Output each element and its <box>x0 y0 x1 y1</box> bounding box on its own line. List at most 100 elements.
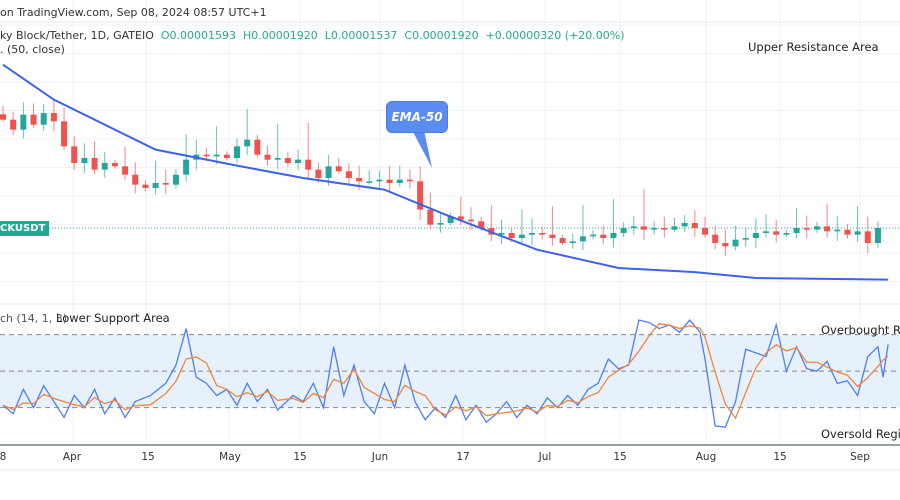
candle-body <box>844 229 851 235</box>
candle-body <box>569 241 576 243</box>
stoch-d-line <box>2 322 889 420</box>
candle-body <box>386 179 393 183</box>
x-tick-label: 15 <box>613 451 627 463</box>
lower-support-label: Lower Support Area <box>56 311 170 325</box>
candle-body <box>356 178 363 182</box>
candle-body <box>183 159 190 175</box>
candle-body <box>91 158 98 170</box>
candle-body <box>172 174 179 185</box>
candle-body <box>244 139 251 147</box>
candle-body <box>702 228 709 235</box>
candle-body <box>620 228 627 233</box>
candle-body <box>630 226 637 228</box>
candle-body <box>376 179 383 182</box>
open-value: O0.00001593 <box>160 29 237 42</box>
candle-body <box>732 239 739 247</box>
x-tick-label: 15 <box>773 451 787 463</box>
x-tick-label: Sep <box>850 451 870 463</box>
candle-body <box>111 163 118 167</box>
candle-body <box>40 113 47 125</box>
ema50-line <box>2 63 889 281</box>
candle-body <box>559 238 566 243</box>
low-value: L0.00001537 <box>324 29 398 42</box>
candle-body <box>681 223 688 227</box>
candle-body <box>742 238 749 240</box>
stoch-k-line <box>2 319 889 428</box>
candle-body <box>661 228 668 230</box>
candle-body <box>854 231 861 235</box>
candle-body <box>305 159 312 170</box>
candle-body <box>600 234 607 238</box>
oversold-label: Oversold Regio <box>821 427 900 441</box>
candle-body <box>610 233 617 238</box>
overbought-label: Overbought Re <box>821 323 900 337</box>
candle-body <box>203 154 210 157</box>
candle-body <box>722 243 729 247</box>
candle-body <box>366 181 373 183</box>
candle-body <box>529 233 536 235</box>
candle-body <box>803 228 810 230</box>
candle-body <box>498 233 505 235</box>
candle-body <box>264 154 271 160</box>
candle-body <box>579 236 586 242</box>
source-line: on TradingView.com, Sep 08, 2024 08:57 U… <box>0 6 267 19</box>
candle-body <box>691 223 698 228</box>
candle-body <box>396 179 403 183</box>
candle-body <box>50 113 57 122</box>
candle-body <box>345 171 352 178</box>
change-value: +0.00000320 (+20.00%) <box>485 29 625 42</box>
candle-body <box>813 226 820 230</box>
candle-body <box>20 114 27 130</box>
candle-body <box>335 166 342 172</box>
candle-body <box>274 158 281 160</box>
x-tick-label: May <box>219 451 241 463</box>
x-tick-label: Aug <box>695 451 717 463</box>
candle-body <box>651 228 658 230</box>
x-tick-label: 15 <box>293 451 307 463</box>
symbol-line: ky Block/Tether, 1D, GATEIO <box>0 29 154 42</box>
candle-body <box>864 231 871 243</box>
x-tick-label: 8 <box>0 451 7 463</box>
candle-body <box>427 209 434 225</box>
candle-body <box>152 183 159 188</box>
candle-body <box>773 231 780 235</box>
candle-body <box>71 146 78 163</box>
candle-body <box>213 154 220 157</box>
candle-body <box>406 179 413 182</box>
candle-body <box>874 228 881 243</box>
candle-body <box>162 183 169 185</box>
candle-body <box>824 226 831 232</box>
candle-body <box>132 174 139 185</box>
high-value: H0.00001920 <box>243 29 318 42</box>
x-tick-label: Apr <box>62 451 82 463</box>
close-value: C0.00001920 <box>404 29 479 42</box>
candle-body <box>793 228 800 233</box>
candle-body <box>834 229 841 232</box>
candle-body <box>518 234 525 238</box>
candle-body <box>295 159 302 163</box>
candle-body <box>549 234 556 238</box>
candle-body <box>81 158 88 163</box>
ohlc-legend: ky Block/Tether, 1D, GATEIO O0.00001593 … <box>0 29 625 42</box>
ema-callout: EMA-50 <box>386 101 448 133</box>
x-tick-label: Jun <box>371 451 389 463</box>
x-tick-label: 15 <box>141 451 155 463</box>
candle-body <box>457 216 464 220</box>
candle-body <box>640 226 647 230</box>
candle-body <box>539 233 546 235</box>
candle-body <box>315 169 322 178</box>
candle-body <box>0 114 6 120</box>
ema-legend: . (50, close) <box>0 43 65 56</box>
candle-body <box>437 223 444 225</box>
candle-body <box>122 166 129 175</box>
candle-body <box>763 231 770 233</box>
candle-body <box>712 234 719 243</box>
candle-body <box>671 226 678 230</box>
candle-body <box>447 216 454 223</box>
candle-body <box>223 154 230 158</box>
candle-body <box>30 114 37 125</box>
candle-body <box>61 121 68 147</box>
upper-resistance-label: Upper Resistance Area <box>748 40 879 54</box>
stoch-legend: ch (14, 1, 3) <box>0 312 68 325</box>
